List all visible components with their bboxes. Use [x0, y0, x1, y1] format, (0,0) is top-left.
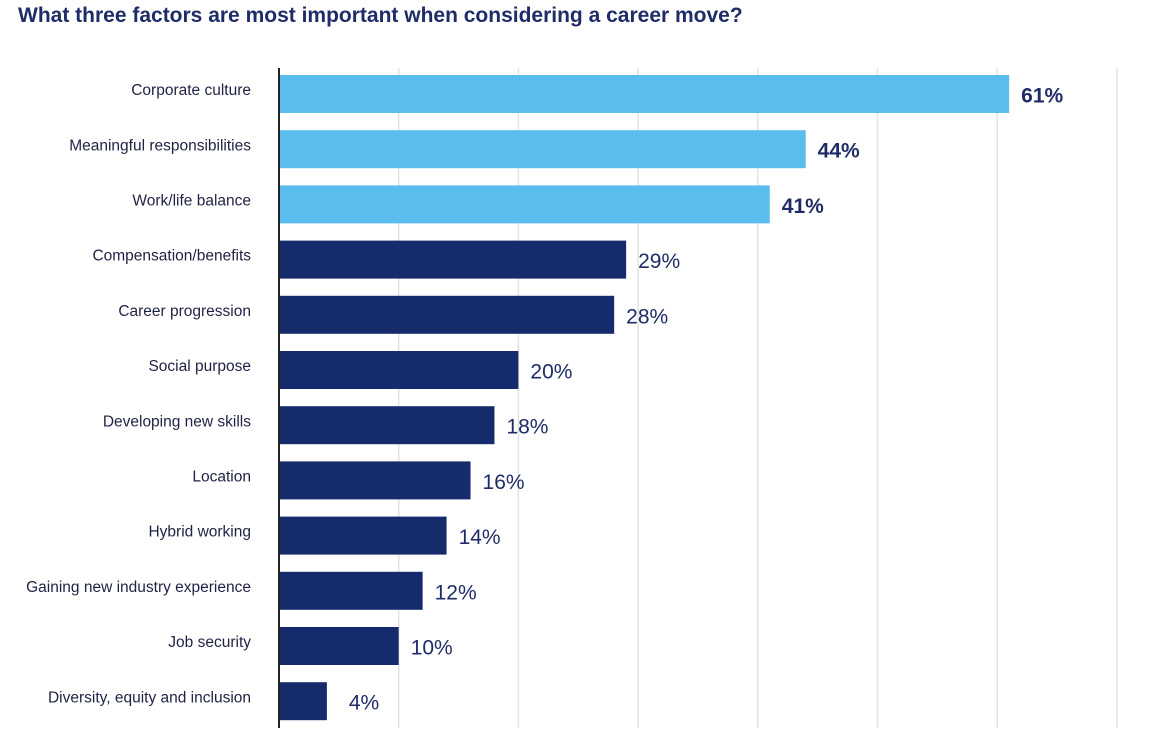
- bar: [279, 461, 471, 500]
- value-label: 20%: [530, 361, 572, 384]
- labels: Corporate culture 61% Meaningful responsib…: [26, 82, 1063, 715]
- bar: [279, 682, 327, 721]
- category-label: Gaining new industry experience: [26, 579, 251, 596]
- category-label: Work/life balance: [132, 192, 251, 209]
- bar: [279, 75, 1010, 113]
- category-label: Compensation/benefits: [92, 248, 251, 265]
- category-label: Career progression: [118, 303, 251, 320]
- value-label: 18%: [506, 416, 548, 439]
- category-label: Developing new skills: [103, 413, 251, 430]
- value-label: 14%: [459, 526, 501, 549]
- category-label: Diversity, equity and inclusion: [48, 689, 251, 706]
- bar: [279, 571, 423, 610]
- category-label: Location: [192, 468, 251, 485]
- value-label: 44%: [818, 140, 860, 163]
- category-label: Meaningful responsibilities: [69, 137, 251, 154]
- value-label: 29%: [638, 250, 680, 273]
- bar: [279, 130, 806, 169]
- chart-title: What three factors are most important wh…: [18, 4, 743, 27]
- value-label: 41%: [782, 195, 824, 218]
- category-label: Job security: [168, 634, 251, 651]
- bars: [279, 75, 1010, 721]
- bar: [279, 516, 447, 555]
- value-label: 61%: [1021, 85, 1063, 108]
- bar: [279, 240, 627, 279]
- category-label: Social purpose: [148, 358, 251, 375]
- bar: [279, 185, 770, 224]
- value-label: 28%: [626, 305, 668, 328]
- category-label: Corporate culture: [131, 82, 251, 99]
- value-label: 12%: [435, 581, 477, 604]
- bar: [279, 351, 519, 389]
- value-label: 4%: [349, 692, 379, 715]
- gridlines: [397, 68, 1118, 728]
- bar: [279, 295, 615, 334]
- value-label: 16%: [483, 471, 525, 494]
- value-label: 10%: [411, 637, 453, 660]
- category-label: Hybrid working: [148, 524, 251, 541]
- bar: [279, 406, 495, 445]
- bar: [279, 627, 399, 665]
